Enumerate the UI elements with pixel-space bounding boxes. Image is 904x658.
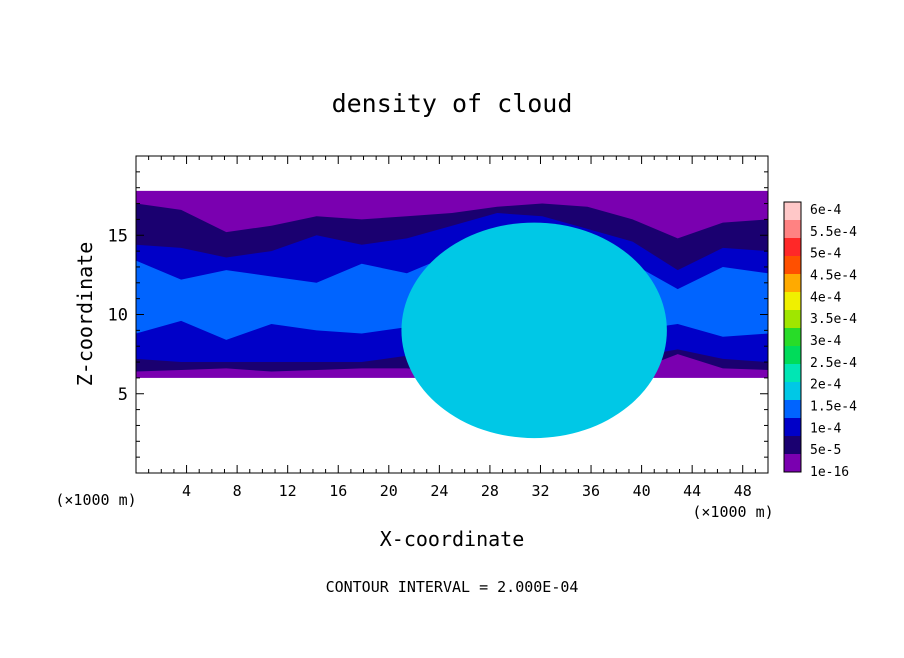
x-tick-label: 40 [633, 482, 651, 500]
colorbar-swatch [784, 454, 801, 472]
field-dome-core [430, 236, 638, 414]
colorbar-label: 1e-4 [810, 421, 841, 436]
colorbar-swatch [784, 202, 801, 220]
density-field [136, 190, 768, 439]
y-axis-label: Z-coordinate [73, 242, 97, 387]
colorbar-swatch [784, 382, 801, 400]
y-axis-ticks: 5 10 15 [108, 171, 768, 458]
x-tick-label: 36 [582, 482, 600, 500]
y-tick-label: 15 [108, 226, 128, 246]
colorbar-frame [783, 201, 802, 473]
x-tick-label: 16 [329, 482, 347, 500]
colorbar-swatch [784, 238, 801, 256]
x-axis-label: X-coordinate [380, 527, 525, 551]
colorbar-swatch [784, 400, 801, 418]
colorbar-label: 1e-16 [810, 465, 849, 480]
colorbar-swatch [784, 436, 801, 454]
colorbar-label: 2.5e-4 [810, 356, 857, 371]
colorbar-label: 2e-4 [810, 378, 841, 393]
x-tick-label: 12 [279, 482, 297, 500]
colorbar-label: 3.5e-4 [810, 312, 857, 327]
colorbar-label: 5e-5 [810, 443, 841, 458]
x-tick-label: 4 [182, 482, 191, 500]
x-tick-label: 44 [683, 482, 701, 500]
x-unit-label-right: (×1000 m) [692, 503, 773, 521]
colorbar-label: 1.5e-4 [810, 400, 857, 415]
x-axis-ticks: 4 8 12 16 20 24 28 32 36 40 44 48 [148, 156, 756, 500]
colorbar-label: 4e-4 [810, 290, 841, 305]
colorbar-swatch [784, 364, 801, 382]
colorbar-swatch [784, 328, 801, 346]
x-unit-label-left: (×1000 m) [55, 491, 136, 509]
x-tick-label: 32 [531, 482, 549, 500]
colorbar-swatch [784, 292, 801, 310]
y-tick-label: 5 [118, 385, 128, 405]
colorbar-swatch [784, 220, 801, 238]
colorbar-label: 6e-4 [810, 203, 841, 218]
colorbar-label: 4.5e-4 [810, 269, 857, 284]
colorbar-label: 5.5e-4 [810, 225, 857, 240]
x-tick-label: 20 [380, 482, 398, 500]
x-tick-label: 28 [481, 482, 499, 500]
colorbar: 1e-16 5e-5 1e-4 1.5e-4 2e-4 2.5e-4 3e-4 3.5e-4 4… [783, 201, 857, 480]
colorbar-swatch [784, 346, 801, 364]
y-tick-label: 10 [108, 306, 128, 326]
x-tick-label: 48 [734, 482, 752, 500]
colorbar-swatch [784, 418, 801, 436]
colorbar-swatch [784, 310, 801, 328]
contour-interval-label: CONTOUR INTERVAL = 2.000E-04 [326, 578, 579, 596]
chart-title: density of cloud [332, 89, 573, 118]
colorbar-label: 3e-4 [810, 334, 841, 349]
x-tick-label: 24 [430, 482, 448, 500]
colorbar-label: 5e-4 [810, 247, 841, 262]
colorbar-swatch [784, 274, 801, 292]
x-tick-label: 8 [233, 482, 242, 500]
colorbar-swatch [784, 256, 801, 274]
